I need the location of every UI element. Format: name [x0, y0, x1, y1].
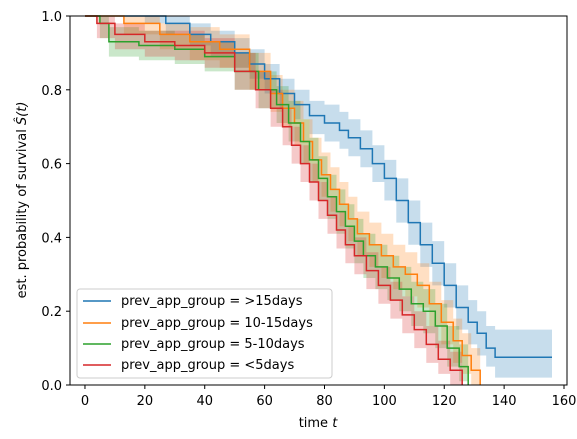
- legend-label-3: prev_app_group = 5-10days: [121, 337, 305, 352]
- legend-label-1: prev_app_group = >15days: [121, 294, 303, 309]
- x-tick-label: 40: [196, 394, 213, 409]
- x-tick-label: 0: [81, 394, 89, 409]
- x-tick-label: 20: [137, 394, 154, 409]
- legend-label-4: prev_app_group = <5days: [121, 358, 294, 373]
- x-tick-label: 100: [372, 394, 397, 409]
- legend-label-2: prev_app_group = 10-15days: [121, 316, 313, 331]
- y-axis-label: est. probability of survival Ŝ(t): [14, 102, 30, 299]
- x-tick-label: 140: [492, 394, 517, 409]
- x-tick-label: 120: [432, 394, 457, 409]
- y-tick-label: 0.4: [41, 231, 62, 246]
- y-tick-label: 0.2: [41, 305, 62, 320]
- legend: prev_app_group = >15days prev_app_group …: [77, 289, 332, 378]
- x-axis-ticks: 0 20 40 60 80 100 120 140 160: [81, 385, 577, 409]
- y-tick-label: 0.0: [41, 379, 62, 394]
- y-axis-ticks: 0.0 0.2 0.4 0.6 0.8 1.0: [41, 10, 70, 394]
- x-tick-label: 80: [316, 394, 333, 409]
- x-tick-label: 60: [256, 394, 273, 409]
- y-tick-label: 0.8: [41, 84, 62, 99]
- x-tick-label: 160: [552, 394, 577, 409]
- y-tick-label: 1.0: [41, 10, 62, 25]
- y-tick-label: 0.6: [41, 158, 62, 173]
- x-axis-label: time t: [299, 416, 339, 431]
